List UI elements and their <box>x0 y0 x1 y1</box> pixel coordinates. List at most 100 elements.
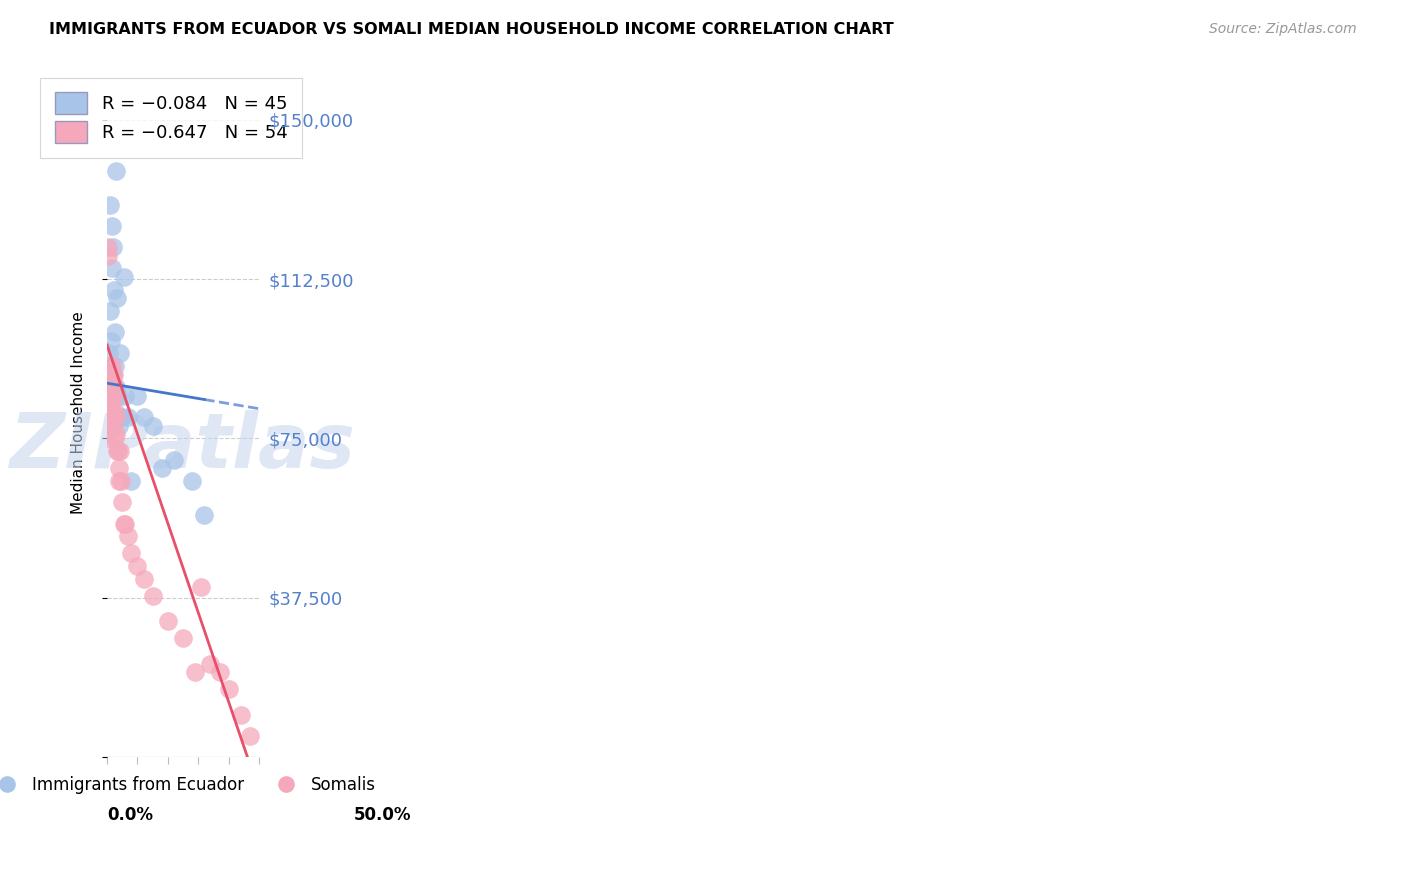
Point <box>103 389 125 403</box>
Point <box>107 389 129 403</box>
Point <box>100 410 122 425</box>
Point <box>97 397 120 411</box>
Point <box>97 376 120 391</box>
Point <box>120 474 142 488</box>
Point <box>156 615 179 629</box>
Legend: Immigrants from Ecuador, Somalis: Immigrants from Ecuador, Somalis <box>0 770 382 801</box>
Point <box>200 657 222 671</box>
Point <box>114 389 136 403</box>
Point <box>132 410 155 425</box>
Point <box>218 682 240 697</box>
Point <box>103 401 125 416</box>
Point <box>101 410 124 425</box>
Point <box>97 432 120 446</box>
Point <box>101 418 124 433</box>
Point <box>105 163 128 178</box>
Point <box>100 376 122 391</box>
Point <box>111 410 134 425</box>
Point <box>105 291 128 305</box>
Point <box>114 516 136 531</box>
Point <box>105 444 128 458</box>
Point <box>100 219 122 233</box>
Point <box>110 474 132 488</box>
Text: 50.0%: 50.0% <box>354 805 412 823</box>
Point <box>107 444 129 458</box>
Point <box>105 410 128 425</box>
Point <box>101 401 124 416</box>
Point <box>97 376 120 391</box>
Point <box>112 516 135 531</box>
Point <box>111 495 134 509</box>
Point <box>100 304 122 318</box>
Point <box>103 418 125 433</box>
Point <box>97 249 120 263</box>
Point <box>108 346 131 360</box>
Point <box>98 414 121 428</box>
Point <box>104 427 127 442</box>
Point <box>98 197 121 211</box>
Point <box>239 729 262 743</box>
Point <box>104 325 127 339</box>
Point <box>101 389 124 403</box>
Point <box>100 389 122 403</box>
Point <box>97 389 120 403</box>
Point <box>103 283 125 297</box>
Point <box>100 359 122 374</box>
Point <box>190 580 212 594</box>
Point <box>103 368 125 382</box>
Point <box>142 418 165 433</box>
Point <box>98 389 121 403</box>
Point <box>120 546 142 560</box>
Point <box>107 461 129 475</box>
Point <box>98 359 121 374</box>
Point <box>132 572 155 586</box>
Point <box>150 461 173 475</box>
Point <box>108 474 131 488</box>
Point <box>97 359 120 374</box>
Point <box>97 368 120 382</box>
Point <box>172 632 194 646</box>
Point <box>97 401 120 416</box>
Point <box>104 380 127 394</box>
Point <box>100 376 122 391</box>
Point <box>142 589 165 603</box>
Point <box>108 444 131 458</box>
Point <box>117 410 139 425</box>
Point <box>96 376 118 391</box>
Point <box>97 410 120 425</box>
Text: ZIPatlas: ZIPatlas <box>10 410 356 484</box>
Point <box>104 432 127 446</box>
Point <box>98 401 121 416</box>
Point <box>101 376 124 391</box>
Point <box>100 389 122 403</box>
Point <box>96 389 118 403</box>
Point <box>98 397 121 411</box>
Point <box>101 261 124 276</box>
Point <box>163 452 186 467</box>
Point <box>107 418 129 433</box>
Point <box>101 240 124 254</box>
Point <box>98 418 121 433</box>
Point <box>100 334 122 348</box>
Point <box>101 368 124 382</box>
Text: IMMIGRANTS FROM ECUADOR VS SOMALI MEDIAN HOUSEHOLD INCOME CORRELATION CHART: IMMIGRANTS FROM ECUADOR VS SOMALI MEDIAN… <box>49 22 894 37</box>
Point <box>101 389 124 403</box>
Point <box>97 401 120 416</box>
Point <box>97 359 120 374</box>
Point <box>100 418 122 433</box>
Y-axis label: Median Household Income: Median Household Income <box>72 311 86 515</box>
Point <box>104 359 127 374</box>
Point <box>98 368 121 382</box>
Point <box>127 389 149 403</box>
Text: 0.0%: 0.0% <box>107 805 153 823</box>
Point <box>117 529 139 543</box>
Point <box>208 665 231 680</box>
Point <box>127 559 149 574</box>
Point <box>97 346 120 360</box>
Text: Source: ZipAtlas.com: Source: ZipAtlas.com <box>1209 22 1357 37</box>
Point <box>110 410 132 425</box>
Point <box>181 474 204 488</box>
Point <box>112 269 135 284</box>
Point <box>193 508 215 522</box>
Point <box>184 665 207 680</box>
